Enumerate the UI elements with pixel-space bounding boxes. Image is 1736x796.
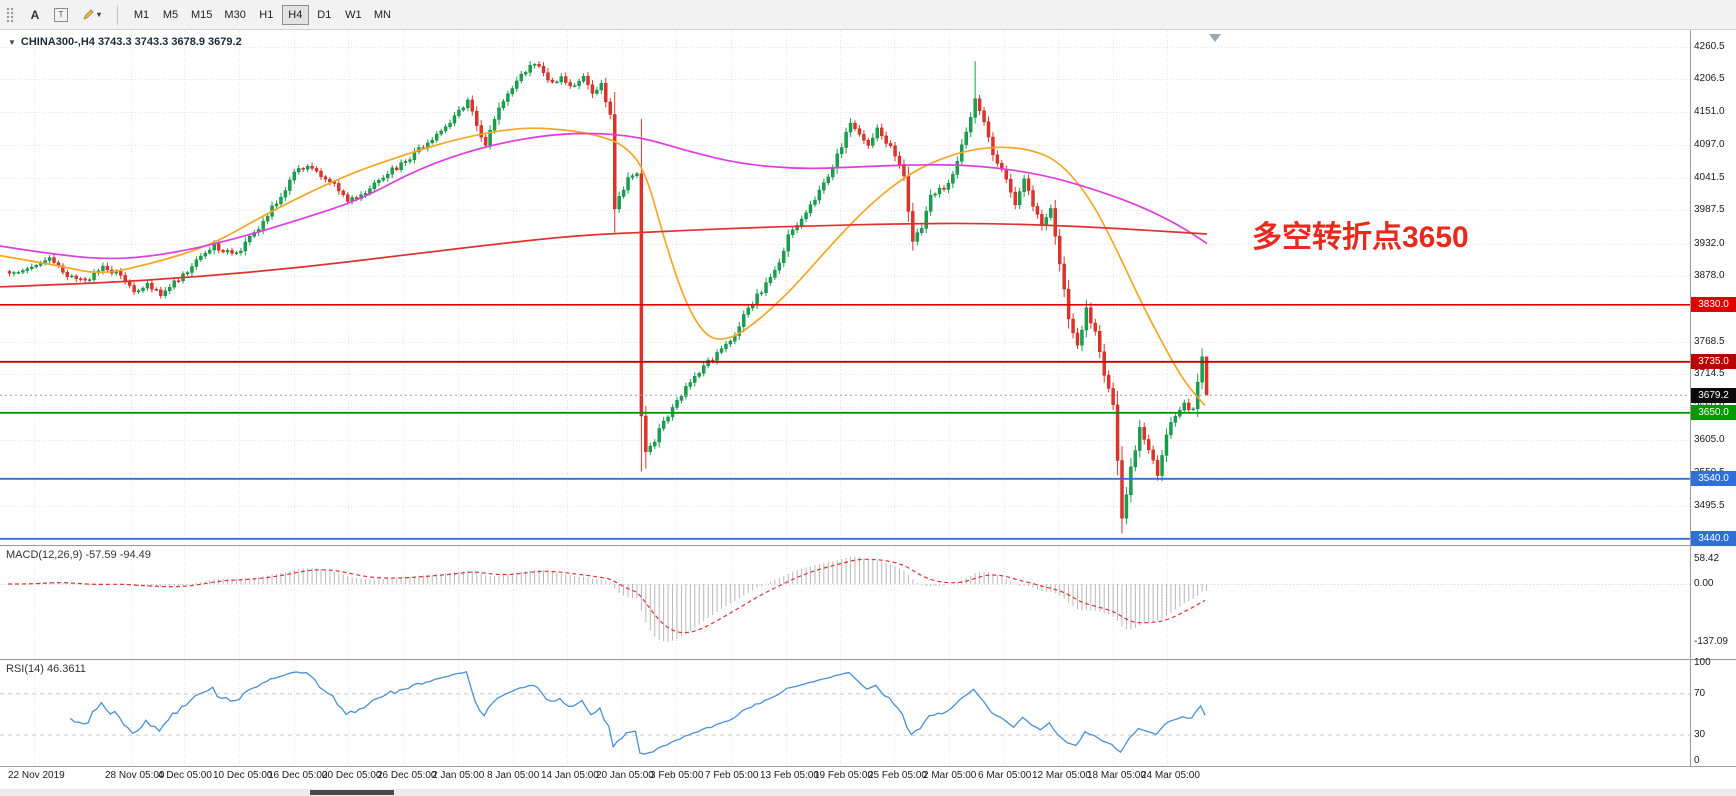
rsi-indicator-label: RSI(14) 46.3611 xyxy=(6,663,86,675)
timeframe-button-w1[interactable]: W1 xyxy=(340,5,367,25)
time-axis-label: 22 Nov 2019 xyxy=(8,770,65,781)
time-axis-label: 7 Feb 05:00 xyxy=(705,770,759,781)
toolbar: A T ▾ M1 M5 M15 M30 H1 H4 D1 W1 MN xyxy=(0,0,1736,30)
textbox-tool-button[interactable]: T xyxy=(47,4,75,26)
macd-axis-label: 0.00 xyxy=(1694,578,1714,589)
chevron-down-icon: ▾ xyxy=(97,10,102,19)
time-axis-label: 14 Jan 05:00 xyxy=(541,770,599,781)
time-axis-label: 10 Dec 05:00 xyxy=(213,770,273,781)
rsi-axis-label: 0 xyxy=(1694,755,1700,766)
price-axis-label: 3768.5 xyxy=(1694,335,1725,347)
time-axis-label: 6 Mar 05:00 xyxy=(978,770,1032,781)
price-level-badge: 3735.0 xyxy=(1691,354,1736,370)
price-axis-label: 3495.5 xyxy=(1694,499,1725,511)
rsi-axis-label: 70 xyxy=(1694,687,1706,699)
timeframe-button-h1[interactable]: H1 xyxy=(253,5,280,25)
price-axis-label: 4097.0 xyxy=(1694,138,1725,150)
macd-axis-label: 58.42 xyxy=(1694,553,1720,565)
price-axis-label: 4206.5 xyxy=(1694,72,1725,84)
time-axis-label: 16 Dec 05:00 xyxy=(268,770,328,781)
time-axis-label: 20 Dec 05:00 xyxy=(322,770,382,781)
rsi-axis-label: 100 xyxy=(1694,657,1711,668)
time-axis-label: 28 Nov 05:00 xyxy=(105,770,165,781)
price-axis-label: 4260.5 xyxy=(1694,40,1725,52)
timeframe-button-m15[interactable]: M15 xyxy=(186,5,217,25)
time-axis-label: 18 Mar 05:00 xyxy=(1087,770,1146,781)
current-price-badge: 3679.2 xyxy=(1691,387,1736,403)
time-axis-label: 4 Dec 05:00 xyxy=(158,770,212,781)
price-axis-label: 3605.0 xyxy=(1694,433,1725,445)
textbox-icon: T xyxy=(54,7,68,22)
price-level-badge: 3540.0 xyxy=(1691,471,1736,487)
time-axis-label: 19 Feb 05:00 xyxy=(814,770,873,781)
chart-ohlc-title: CHINA300-,H4 3743.3 3743.3 3678.9 3679.2 xyxy=(20,36,242,48)
rsi-axis-label: 30 xyxy=(1694,729,1706,741)
time-axis-label: 3 Feb 05:00 xyxy=(650,770,704,781)
timeframe-button-d1[interactable]: D1 xyxy=(311,5,338,25)
time-axis-label: 25 Feb 05:00 xyxy=(868,770,927,781)
scrollbar-thumb[interactable] xyxy=(310,790,394,795)
price-axis-label: 4151.0 xyxy=(1694,106,1725,118)
draw-tool-button[interactable]: ▾ xyxy=(75,4,108,26)
price-axis-label: 3878.0 xyxy=(1694,270,1725,281)
timeframe-button-group: M1 M5 M15 M30 H1 H4 D1 W1 MN xyxy=(127,4,397,25)
time-axis-label: 13 Feb 05:00 xyxy=(760,770,819,781)
time-axis-label: 12 Mar 05:00 xyxy=(1032,770,1091,781)
time-axis-label: 2 Jan 05:00 xyxy=(432,770,485,781)
timeframe-button-mn[interactable]: MN xyxy=(369,5,396,25)
time-axis-label: 24 Mar 05:00 xyxy=(1141,770,1200,781)
chart-title: ▼ CHINA300-,H4 3743.3 3743.3 3678.9 3679… xyxy=(8,36,242,48)
price-axis-label: 3714.5 xyxy=(1694,368,1725,380)
price-annotation-text: 多空转折点3650 xyxy=(1252,221,1469,254)
timeframe-button-m30[interactable]: M30 xyxy=(219,5,250,25)
timeframe-button-h4[interactable]: H4 xyxy=(281,4,309,25)
time-axis-label: 8 Jan 05:00 xyxy=(487,770,540,781)
price-level-badge: 3440.0 xyxy=(1691,531,1736,547)
price-axis-label: 3987.5 xyxy=(1694,204,1725,216)
toolbar-drag-handle[interactable] xyxy=(6,6,15,23)
toolbar-separator xyxy=(117,4,119,25)
time-axis-label: 2 Mar 05:00 xyxy=(923,770,977,781)
timeframe-button-m5[interactable]: M5 xyxy=(157,5,184,25)
price-axis-label: 4041.5 xyxy=(1694,171,1725,183)
price-axis-label: 3932.0 xyxy=(1694,237,1725,249)
price-level-badge: 3650.0 xyxy=(1691,405,1736,421)
time-axis-label: 20 Jan 05:00 xyxy=(596,770,654,781)
macd-indicator-label: MACD(12,26,9) -57.59 -94.49 xyxy=(6,549,151,561)
time-axis-label: 26 Dec 05:00 xyxy=(377,770,437,781)
macd-axis-label: -137.09 xyxy=(1694,635,1728,647)
timeframe-button-m1[interactable]: M1 xyxy=(128,5,155,25)
horizontal-scrollbar[interactable] xyxy=(0,789,1736,796)
symbol-collapse-icon[interactable]: ▼ xyxy=(8,37,16,47)
price-level-badge: 3830.0 xyxy=(1691,297,1736,313)
pencil-icon xyxy=(83,9,94,20)
text-annotation-tool-button[interactable]: A xyxy=(23,4,47,26)
